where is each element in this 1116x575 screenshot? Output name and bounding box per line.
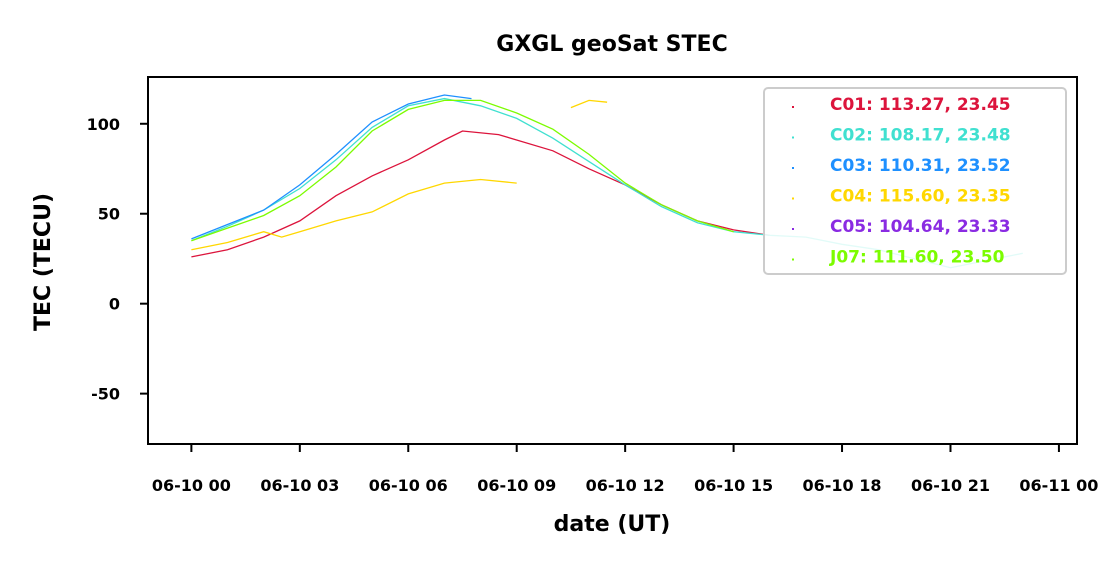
y-tick-label: 0 xyxy=(109,295,120,314)
x-tick-label: 06-10 21 xyxy=(911,476,990,495)
x-tick-label: 06-10 09 xyxy=(477,476,556,495)
legend-label: J07: 111.60, 23.50 xyxy=(829,248,1005,268)
legend-marker xyxy=(792,197,794,200)
y-tick-label: -50 xyxy=(91,385,120,404)
legend-marker xyxy=(792,136,794,139)
legend-label: C04: 115.60, 23.35 xyxy=(830,187,1011,207)
legend-label: C01: 113.27, 23.45 xyxy=(830,95,1011,115)
legend-marker xyxy=(792,258,794,261)
x-tick-label: 06-10 00 xyxy=(152,476,231,495)
legend-marker xyxy=(792,167,794,169)
legend: C01: 113.27, 23.45 C02: 108.17, 23.48 C03:… xyxy=(763,87,1067,275)
x-axis: 06-10 00 06-10 03 06-10 06 06-10 09 06-10 12… xyxy=(152,444,1098,495)
y-tick-label: 100 xyxy=(87,115,120,134)
chart-title: GXGL geoSat STEC xyxy=(496,32,727,57)
legend-box xyxy=(763,87,1067,275)
x-tick-label: 06-10 12 xyxy=(586,476,665,495)
x-tick-label: 06-10 06 xyxy=(369,476,448,495)
legend-label: C02: 108.17, 23.48 xyxy=(830,126,1011,146)
x-tick-label: 06-10 03 xyxy=(260,476,339,495)
y-axis-label: TEC (TECU) xyxy=(31,193,56,331)
plot-area xyxy=(147,76,1078,445)
x-tick-label: 06-10 15 xyxy=(694,476,773,495)
legend-label: C03: 110.31, 23.52 xyxy=(830,156,1011,176)
y-tick-label: 50 xyxy=(98,205,120,224)
legend-label: C05: 104.64, 23.33 xyxy=(830,217,1011,237)
series-line-c03 xyxy=(191,94,472,240)
series-line-c04-late-pass xyxy=(570,99,608,109)
x-axis-label: date (UT) xyxy=(554,512,671,537)
x-tick-label: 06-10 18 xyxy=(803,476,882,495)
legend-marker xyxy=(792,106,794,108)
series-line-j07 xyxy=(191,99,734,242)
legend-marker xyxy=(792,228,794,230)
y-axis: -50 0 50 100 xyxy=(87,115,148,404)
series-line-c04 xyxy=(191,178,517,251)
x-tick-label: 06-11 00 xyxy=(1019,476,1098,495)
series-line-c01 xyxy=(191,130,770,258)
